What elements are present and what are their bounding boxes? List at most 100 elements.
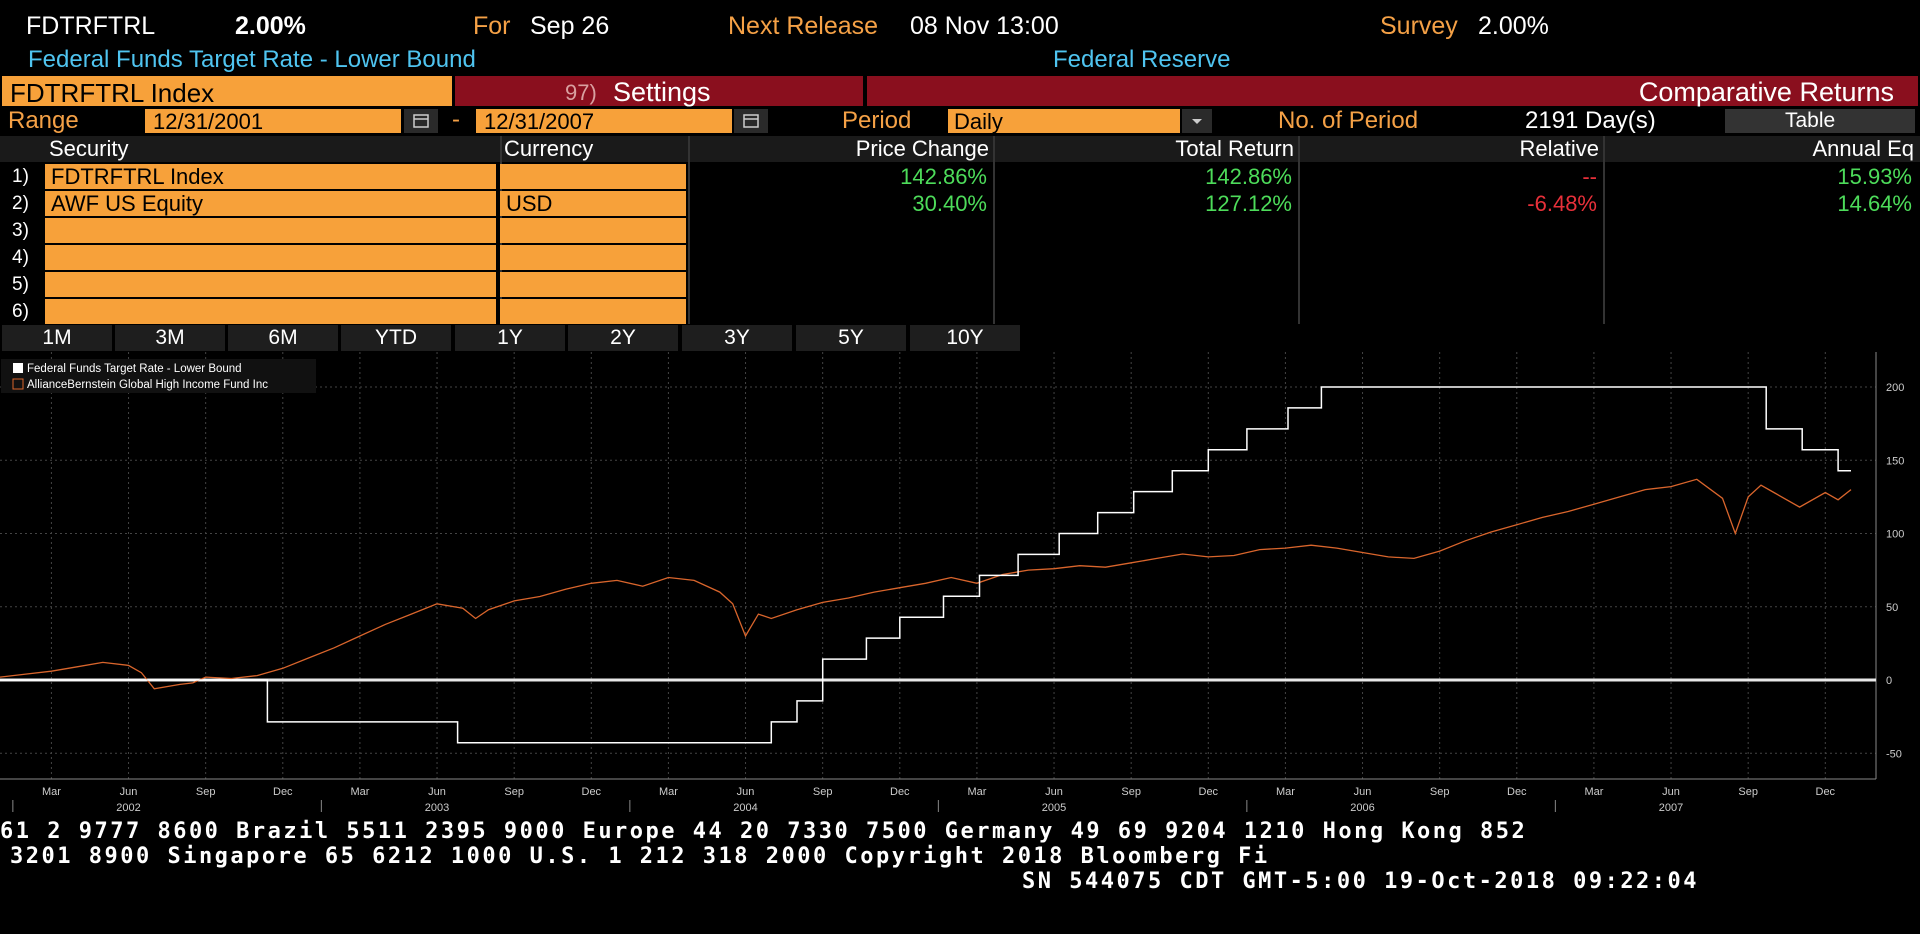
cell-price-change bbox=[688, 245, 987, 271]
legend-swatch-awf bbox=[12, 378, 24, 390]
end-calendar-icon[interactable] bbox=[734, 109, 768, 133]
time-button-1m[interactable]: 1M bbox=[2, 325, 112, 351]
cell-relative: -6.48% bbox=[1527, 191, 1597, 216]
x-tick-month: Jun bbox=[737, 786, 755, 798]
x-tick-month: Mar bbox=[659, 786, 678, 798]
cell-total-return bbox=[993, 299, 1292, 325]
security-input[interactable]: AWF US Equity bbox=[45, 191, 496, 216]
header-col-annual-eq[interactable]: Annual Eq bbox=[1812, 136, 1914, 161]
currency-input[interactable] bbox=[500, 245, 686, 270]
x-tick-year: 2007 bbox=[1659, 802, 1683, 814]
security-input[interactable] bbox=[45, 272, 496, 297]
cell-relative: -- bbox=[1582, 164, 1597, 189]
series-line-fed bbox=[0, 386, 1851, 744]
x-tick-month: Sep bbox=[1121, 786, 1141, 798]
table-button[interactable]: Table bbox=[1725, 109, 1915, 133]
row-number: 2) bbox=[12, 193, 29, 214]
header-col-relative[interactable]: Relative bbox=[1519, 136, 1599, 161]
currency-input[interactable] bbox=[500, 272, 686, 297]
row-number: 3) bbox=[12, 220, 29, 241]
security-input[interactable] bbox=[45, 245, 496, 270]
chevron-down-icon[interactable] bbox=[1182, 109, 1212, 133]
header-col-total-return[interactable]: Total Return bbox=[1175, 136, 1294, 161]
time-button-2y[interactable]: 2Y bbox=[568, 325, 678, 351]
time-button-1y[interactable]: 1Y bbox=[455, 325, 565, 351]
x-tick-month: Mar bbox=[42, 786, 61, 798]
cell-annual-eq: 14.64% bbox=[1837, 191, 1912, 216]
range-label: Range bbox=[8, 107, 79, 134]
y-tick-label: 50 bbox=[1886, 602, 1898, 614]
y-tick-label: 200 bbox=[1886, 382, 1904, 394]
security-input[interactable] bbox=[45, 299, 496, 324]
cell-price-change: 142.86% bbox=[900, 164, 987, 189]
no-of-period-label: No. of Period bbox=[1278, 107, 1419, 134]
x-tick-month: Sep bbox=[813, 786, 833, 798]
security-input[interactable]: FDTRFTRL Index bbox=[45, 164, 496, 189]
y-tick-label: -50 bbox=[1886, 748, 1902, 760]
for-date: Sep 26 bbox=[530, 12, 610, 40]
end-date-field[interactable]: 12/31/2007 bbox=[476, 109, 732, 134]
x-tick-month: Dec bbox=[1507, 786, 1527, 798]
x-tick-month: Jun bbox=[120, 786, 138, 798]
x-tick-month: Jun bbox=[1662, 786, 1680, 798]
start-calendar-icon[interactable] bbox=[404, 109, 438, 133]
x-tick-month: Mar bbox=[1276, 786, 1295, 798]
cell-relative bbox=[1298, 245, 1597, 271]
series-line-awf bbox=[0, 478, 1852, 690]
cell-annual-eq bbox=[1603, 245, 1912, 271]
header-col-security[interactable]: Security bbox=[49, 136, 129, 161]
x-tick-month: Jun bbox=[1354, 786, 1372, 798]
x-tick-month: Jun bbox=[428, 786, 446, 798]
x-tick-year: 2003 bbox=[425, 802, 449, 814]
returns-chart: 200 150 100 50 0 -50 Mar Jun Sep Dec Mar Jun Sep Dec… bbox=[0, 352, 1904, 814]
x-tick-month: Mar bbox=[967, 786, 986, 798]
table-header-row bbox=[0, 136, 1920, 162]
table-button-label: Table bbox=[1785, 109, 1836, 132]
x-tick-month: Dec bbox=[1816, 786, 1836, 798]
y-tick-label: 100 bbox=[1886, 529, 1904, 541]
y-tick-label: 150 bbox=[1886, 455, 1904, 467]
function-title-bar: Comparative Returns bbox=[867, 76, 1918, 107]
index-name-field[interactable]: FDTRFTRL Index bbox=[2, 76, 452, 108]
legend-swatch-fed bbox=[13, 363, 23, 373]
cell-annual-eq bbox=[1603, 218, 1912, 244]
row-number: 4) bbox=[12, 247, 29, 268]
survey-label: Survey bbox=[1380, 12, 1458, 40]
security-input[interactable] bbox=[45, 218, 496, 243]
period-select[interactable]: Daily bbox=[948, 109, 1180, 134]
x-tick-month: Sep bbox=[1738, 786, 1758, 798]
x-tick-month: Dec bbox=[1199, 786, 1219, 798]
header-col-price-change[interactable]: Price Change bbox=[855, 136, 989, 161]
legend-label-fed: Federal Funds Target Rate - Lower Bound bbox=[27, 363, 242, 375]
start-date-text: 12/31/2001 bbox=[153, 109, 264, 134]
currency-input[interactable] bbox=[500, 164, 686, 189]
cell-price-change bbox=[688, 218, 987, 244]
column-divider bbox=[1298, 136, 1300, 324]
cell-total-return bbox=[993, 218, 1292, 244]
index-name-text: FDTRFTRL Index bbox=[10, 78, 215, 108]
cell-price-change bbox=[688, 299, 987, 325]
column-divider bbox=[1603, 136, 1605, 324]
start-date-field[interactable]: 12/31/2001 bbox=[145, 109, 401, 134]
header-col-currency[interactable]: Currency bbox=[504, 136, 594, 161]
time-button-3y[interactable]: 3Y bbox=[682, 325, 792, 351]
security-description: Federal Funds Target Rate - Lower Bound bbox=[28, 46, 476, 73]
cell-annual-eq: 15.93% bbox=[1837, 164, 1912, 189]
currency-input[interactable]: USD bbox=[500, 191, 686, 216]
cell-annual-eq bbox=[1603, 299, 1912, 325]
time-button-ytd[interactable]: YTD bbox=[341, 325, 451, 351]
currency-input[interactable] bbox=[500, 218, 686, 243]
cell-relative bbox=[1298, 299, 1597, 325]
time-button-10y[interactable]: 10Y bbox=[910, 325, 1020, 351]
settings-button[interactable]: 97) Settings bbox=[455, 76, 863, 107]
ticker-symbol: FDTRFTRL bbox=[26, 12, 156, 40]
time-button-5y[interactable]: 5Y bbox=[796, 325, 906, 351]
cell-price-change: 30.40% bbox=[912, 191, 987, 216]
cell-total-return: 142.86% bbox=[1205, 164, 1292, 189]
time-button-6m[interactable]: 6M bbox=[228, 325, 338, 351]
time-button-3m[interactable]: 3M bbox=[115, 325, 225, 351]
settings-number: 97) bbox=[565, 80, 597, 105]
currency-input[interactable] bbox=[500, 299, 686, 324]
x-tick-month: Sep bbox=[1430, 786, 1450, 798]
column-divider bbox=[688, 136, 690, 324]
